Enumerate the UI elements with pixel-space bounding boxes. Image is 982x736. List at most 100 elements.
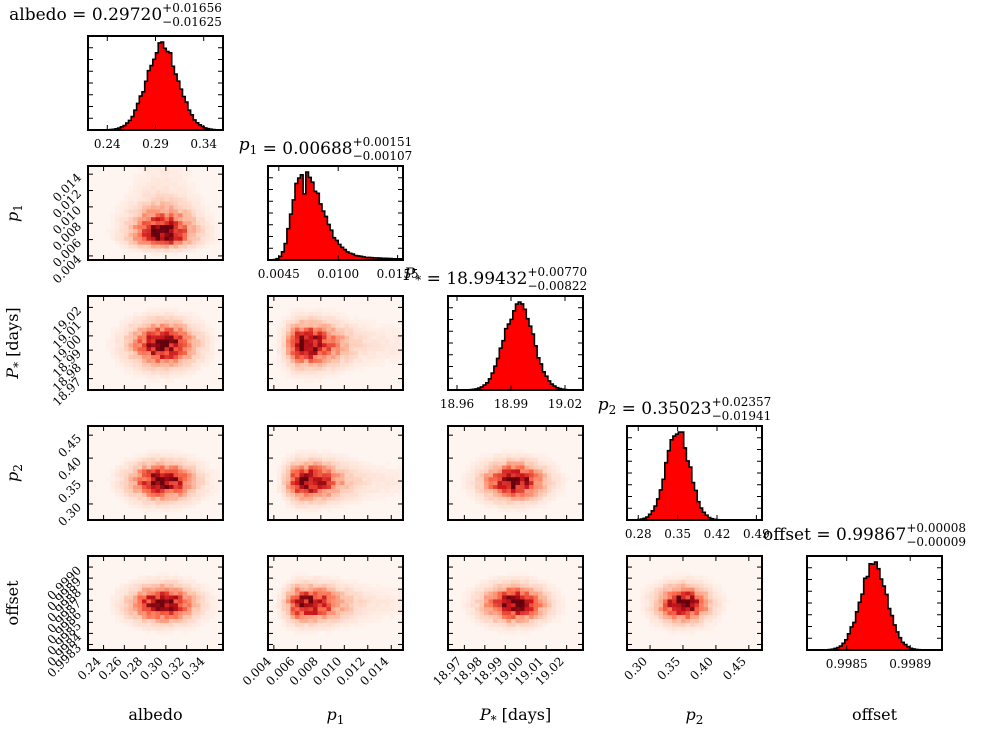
density-cell	[398, 331, 404, 336]
density-cell	[551, 606, 557, 612]
density-cell	[160, 457, 165, 462]
density-cell	[164, 469, 170, 474]
density-cell	[173, 358, 179, 363]
density-cell	[493, 599, 498, 604]
density-cell	[322, 606, 327, 612]
density-cell	[295, 626, 300, 631]
density-cell	[187, 173, 192, 179]
density-cell	[331, 346, 336, 352]
density-cell	[178, 480, 183, 486]
density-cell	[115, 358, 120, 363]
density-cell	[385, 476, 390, 482]
density-cell	[299, 496, 305, 501]
density-cell	[169, 508, 174, 513]
density-cell	[137, 480, 143, 486]
density-cell	[475, 610, 480, 616]
density-cell	[146, 603, 152, 608]
density-cell	[196, 591, 201, 596]
density-cell	[164, 335, 170, 340]
density-cell	[394, 591, 399, 596]
density-cell	[151, 610, 156, 616]
x-tick-label: 0.34	[179, 654, 208, 683]
density-cell	[667, 614, 673, 619]
density-cell	[133, 614, 138, 619]
density-cell	[173, 307, 179, 312]
density-cell	[191, 504, 197, 509]
density-cell	[128, 236, 134, 241]
density-cell	[196, 339, 201, 344]
density-cell	[708, 599, 713, 604]
density-cell	[389, 603, 395, 608]
density-cell	[155, 354, 161, 359]
density-cell	[146, 232, 152, 237]
density-cell	[191, 343, 197, 348]
density-cell	[160, 504, 165, 509]
histogram-title-p1: p1 = 0.00688+0.00151 −0.00107	[239, 135, 413, 163]
density-cell	[322, 374, 327, 379]
density-cell	[308, 496, 314, 501]
density-cell	[371, 354, 377, 359]
density-cell	[502, 587, 507, 592]
density-cell	[128, 362, 134, 367]
density-cell	[317, 339, 323, 344]
density-cell	[290, 606, 296, 612]
density-cell	[358, 480, 363, 486]
density-cell	[529, 626, 534, 631]
density-cell	[191, 492, 197, 497]
density-cell	[676, 583, 682, 588]
density-cell	[146, 465, 152, 470]
density-cell	[380, 331, 386, 336]
density-cell	[146, 197, 152, 202]
density-cell	[502, 614, 507, 619]
density-cell	[200, 205, 206, 210]
density-cell	[524, 473, 530, 478]
density-cell	[277, 346, 282, 352]
density-cell	[286, 323, 291, 328]
density-cell	[119, 343, 125, 348]
density-cell	[699, 587, 704, 592]
density-cell	[520, 500, 525, 505]
density-cell	[349, 591, 354, 596]
density-cell	[196, 327, 201, 332]
density-cell	[164, 197, 170, 202]
density-cell	[142, 476, 147, 482]
density-cell	[133, 457, 138, 462]
density-cell	[362, 492, 368, 497]
density-cell	[506, 457, 512, 462]
density-cell	[290, 500, 296, 505]
density-cell	[164, 346, 170, 352]
density-cell	[380, 362, 386, 367]
density-cell	[124, 618, 129, 623]
density-cell	[520, 595, 525, 600]
density-cell	[497, 591, 503, 596]
density-cell	[119, 606, 125, 612]
density-cell	[286, 343, 291, 348]
density-cell	[299, 335, 305, 340]
density-cell	[551, 492, 557, 497]
density-cell	[304, 500, 309, 505]
density-cell	[524, 583, 530, 588]
density-cell	[362, 354, 368, 359]
density-cell	[331, 469, 336, 474]
density-cell	[344, 591, 350, 596]
density-cell	[155, 622, 161, 627]
density-cell	[115, 350, 120, 356]
density-cell	[205, 323, 210, 328]
density-cell	[146, 315, 152, 320]
density-cell	[667, 579, 673, 584]
density-cell	[353, 587, 359, 592]
density-cell	[497, 461, 503, 466]
density-cell	[128, 606, 134, 612]
density-cell	[640, 610, 646, 616]
density-cell	[191, 595, 197, 600]
density-cell	[389, 331, 395, 336]
density-cell	[313, 595, 318, 600]
density-cell	[196, 496, 201, 501]
density-cell	[322, 366, 327, 371]
density-cell	[560, 488, 566, 493]
density-cell	[349, 622, 354, 627]
density-cell	[205, 488, 210, 493]
density-cell	[200, 622, 206, 627]
density-cell	[524, 504, 530, 509]
density-cell	[511, 461, 516, 466]
